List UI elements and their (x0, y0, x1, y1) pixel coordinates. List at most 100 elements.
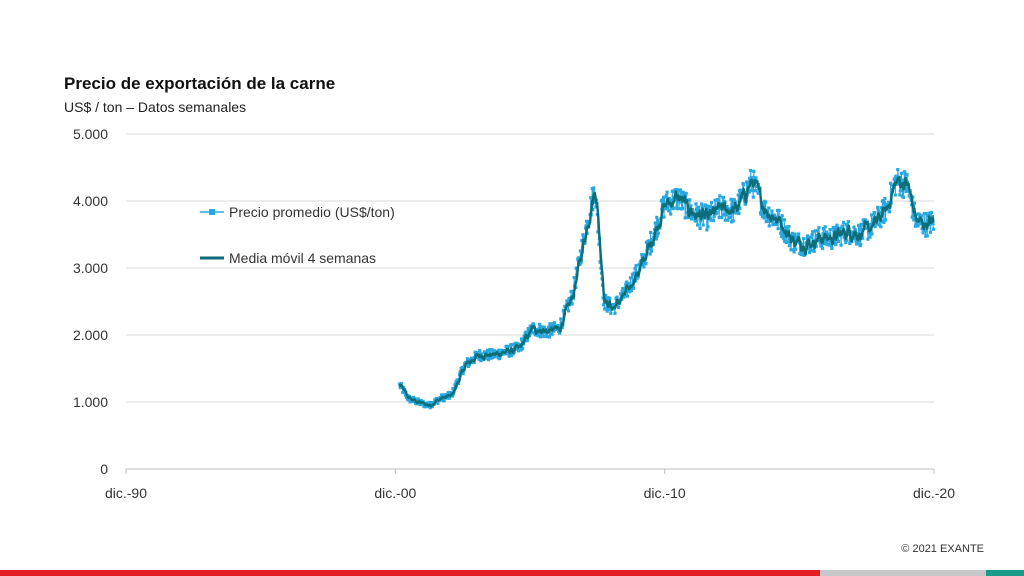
price-point (625, 294, 629, 298)
price-point (729, 197, 733, 201)
price-point (896, 168, 900, 172)
price-point (656, 231, 660, 235)
copyright-notice: © 2021 EXANTE (901, 543, 984, 555)
price-point (866, 237, 870, 241)
price-point (497, 348, 501, 352)
price-point (649, 247, 653, 251)
price-point (427, 400, 431, 404)
price-point (792, 250, 796, 254)
price-point (731, 219, 735, 223)
price-point (724, 213, 728, 217)
price-point (538, 322, 542, 327)
price-point (797, 232, 801, 236)
price-point (620, 290, 624, 294)
price-point (662, 215, 666, 219)
price-point (782, 218, 786, 222)
price-point (927, 211, 931, 215)
price-point (548, 322, 552, 326)
price-point (899, 171, 904, 175)
price-point (787, 225, 791, 229)
footer-bar-gray (820, 570, 986, 576)
price-point (741, 183, 746, 187)
price-point (925, 234, 929, 238)
price-point (776, 227, 780, 231)
price-point (903, 170, 907, 174)
price-point (728, 215, 732, 220)
price-point (876, 209, 880, 213)
price-point (571, 289, 575, 293)
price-point (446, 391, 450, 395)
price-point (601, 296, 605, 300)
price-point (821, 232, 825, 236)
price-point (445, 396, 449, 400)
price-point (867, 231, 871, 235)
price-point (725, 205, 729, 209)
price-point (479, 352, 483, 356)
price-point (833, 239, 837, 243)
price-point (800, 242, 804, 246)
price-point (805, 234, 810, 238)
price-point (616, 303, 620, 307)
price-point (912, 201, 916, 205)
price-point (747, 190, 751, 194)
price-point (779, 231, 783, 235)
price-point (858, 224, 862, 228)
price-point (690, 216, 694, 220)
price-point (684, 191, 688, 195)
price-point (650, 239, 654, 243)
price-point (681, 206, 685, 210)
price-point (578, 249, 582, 253)
price-point (737, 211, 741, 215)
price-point (503, 352, 508, 356)
price-point (721, 195, 725, 200)
price-point (787, 244, 791, 248)
price-point (771, 221, 775, 225)
price-point (840, 224, 844, 228)
price-point (744, 202, 748, 206)
x-axis-ticks: dic.-90 dic.-00 dic.-10 dic.-20 (105, 469, 955, 501)
price-point (603, 307, 607, 311)
price-point (660, 198, 665, 202)
price-point (879, 225, 883, 229)
y-tick-label: 0 (100, 461, 108, 477)
price-point (498, 355, 502, 359)
price-point (536, 334, 540, 338)
price-point (869, 229, 873, 234)
price-point (799, 252, 803, 256)
price-point (844, 240, 848, 245)
price-point (846, 220, 850, 224)
price-point (594, 205, 598, 209)
price-point (665, 193, 669, 198)
price-point (817, 238, 821, 242)
price-point (709, 201, 714, 205)
price-point (615, 295, 619, 299)
price-point (834, 228, 838, 232)
price-point (572, 276, 576, 280)
price-point (533, 333, 538, 337)
price-point (706, 225, 710, 229)
price-point (800, 250, 804, 254)
price-point (771, 223, 775, 227)
price-point (584, 226, 588, 230)
price-point (754, 176, 758, 180)
price-point (493, 355, 497, 359)
price-point (914, 222, 918, 226)
price-point (718, 194, 722, 198)
price-point (856, 232, 860, 236)
series-moving-average-line (398, 175, 935, 408)
price-point (604, 296, 608, 300)
price-point (812, 249, 816, 253)
price-point (782, 237, 786, 241)
price-point (856, 242, 860, 246)
price-point (845, 223, 849, 227)
price-point (566, 309, 571, 313)
price-point (524, 330, 528, 334)
price-point (676, 188, 681, 192)
price-point (870, 232, 874, 236)
price-point (825, 230, 829, 234)
price-point (826, 239, 830, 243)
price-point (790, 231, 795, 235)
price-point (920, 214, 924, 218)
price-point (510, 354, 514, 358)
price-point (860, 228, 864, 232)
